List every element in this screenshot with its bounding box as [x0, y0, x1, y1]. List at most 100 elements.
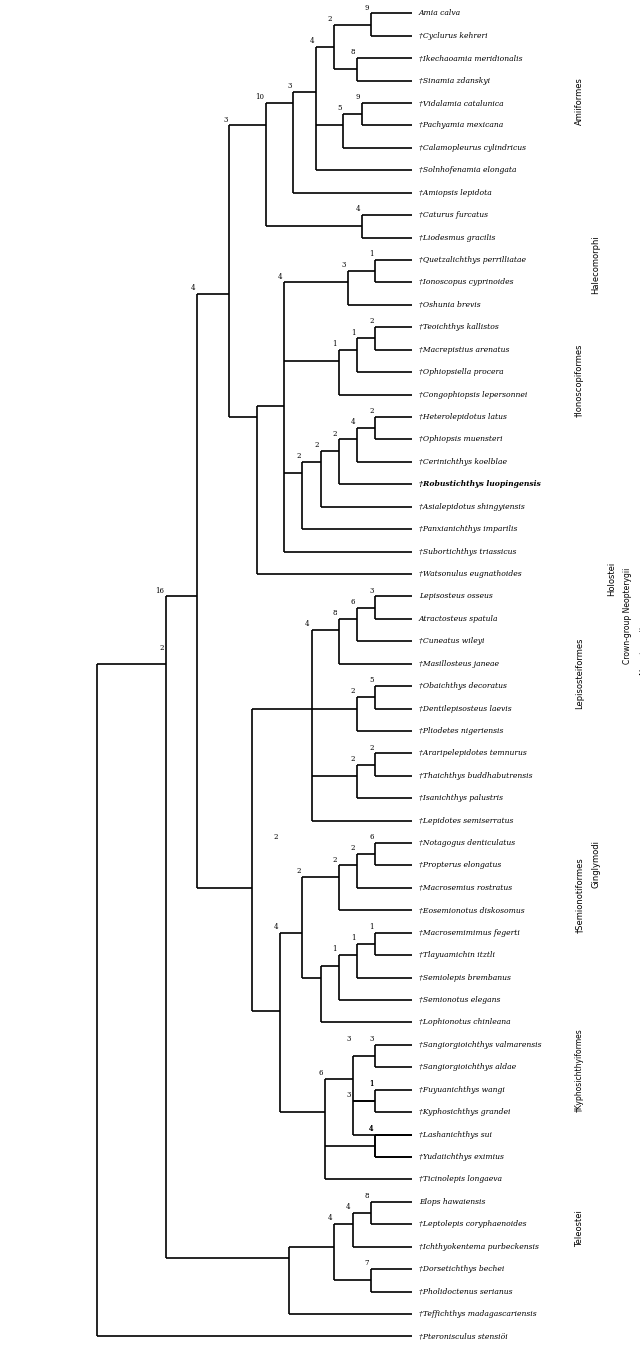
Text: 2: 2: [351, 844, 355, 853]
Text: †Caturus furcatus: †Caturus furcatus: [419, 212, 488, 219]
Text: 2: 2: [369, 407, 374, 415]
Text: 3: 3: [287, 82, 291, 90]
Text: 2: 2: [314, 441, 319, 449]
Text: †Vidalamia catalunica: †Vidalamia catalunica: [419, 98, 503, 107]
Text: †Ikechaoamia meridionalis: †Ikechaoamia meridionalis: [419, 54, 522, 62]
Text: †Watsonulus eugnathoides: †Watsonulus eugnathoides: [419, 569, 522, 577]
Text: 1: 1: [369, 1081, 374, 1087]
Text: 6: 6: [319, 1068, 323, 1077]
Text: 9: 9: [364, 4, 369, 12]
Text: †Fuyuanichthys wangi: †Fuyuanichthys wangi: [419, 1086, 504, 1094]
Text: †Macrosemius rostratus: †Macrosemius rostratus: [419, 884, 512, 892]
Text: †Masillosteus janeae: †Masillosteus janeae: [419, 660, 499, 668]
Text: †Propterus elongatus: †Propterus elongatus: [419, 862, 501, 870]
Text: 2: 2: [333, 429, 337, 437]
Text: †Yudaiichthys eximius: †Yudaiichthys eximius: [419, 1153, 504, 1161]
Text: 3: 3: [369, 587, 374, 595]
Text: 4: 4: [273, 923, 278, 931]
Text: †Ophiopsiella procera: †Ophiopsiella procera: [419, 368, 503, 376]
Text: 1: 1: [333, 946, 337, 954]
Text: †Pliodetes nigeriensis: †Pliodetes nigeriensis: [419, 727, 503, 735]
Text: †Pachyamia mexicana: †Pachyamia mexicana: [419, 121, 503, 130]
Text: 5: 5: [337, 104, 342, 112]
Text: Amia calva: Amia calva: [419, 9, 461, 18]
Text: 5: 5: [369, 676, 374, 684]
Text: Holostei: Holostei: [607, 563, 616, 596]
Text: 4: 4: [351, 418, 355, 426]
Text: †Leptolepis coryphaenoides: †Leptolepis coryphaenoides: [419, 1221, 526, 1229]
Text: †Teffichthys madagascariensis: †Teffichthys madagascariensis: [419, 1310, 536, 1318]
Text: †Subortichthys triassicus: †Subortichthys triassicus: [419, 548, 516, 556]
Text: †Isanichthys palustris: †Isanichthys palustris: [419, 795, 502, 803]
Text: †Cyclurus kehreri: †Cyclurus kehreri: [419, 32, 487, 39]
Text: †Quetzalichthys perrilliatae: †Quetzalichthys perrilliatae: [419, 256, 525, 264]
Text: †Solnhofenamia elongata: †Solnhofenamia elongata: [419, 166, 516, 174]
Text: 3: 3: [346, 1035, 351, 1043]
Text: †Dentilepisosteus laevis: †Dentilepisosteus laevis: [419, 704, 511, 712]
Text: †Kyphosichthyiformes: †Kyphosichthyiformes: [575, 1028, 584, 1112]
Text: †Liodesmus gracilis: †Liodesmus gracilis: [419, 233, 495, 241]
Text: 8: 8: [333, 608, 337, 616]
Text: 4: 4: [305, 621, 310, 629]
Text: 3: 3: [342, 262, 346, 270]
Text: 9: 9: [355, 93, 360, 101]
Text: †Robustichthys luopingensis: †Robustichthys luopingensis: [419, 480, 540, 488]
Text: 2: 2: [369, 317, 374, 325]
Text: Lepisosteiformes: Lepisosteiformes: [575, 637, 584, 708]
Text: Halecomorphi: Halecomorphi: [591, 235, 600, 294]
Text: 2: 2: [333, 855, 337, 863]
Text: 8: 8: [364, 1193, 369, 1201]
Text: 4: 4: [278, 272, 282, 281]
Text: †Teoichthys kallistos: †Teoichthys kallistos: [419, 324, 499, 332]
Text: †Tlayuamichin itztli: †Tlayuamichin itztli: [419, 951, 495, 959]
Text: †Macrepistius arenatus: †Macrepistius arenatus: [419, 345, 509, 353]
Text: †Semionotiformes: †Semionotiformes: [575, 857, 584, 932]
Text: Crown-group Neopterygii: Crown-group Neopterygii: [623, 568, 632, 664]
Text: †Thaichthys buddhabutrensis: †Thaichthys buddhabutrensis: [419, 772, 532, 780]
Text: †Notagogus denticulatus: †Notagogus denticulatus: [419, 839, 515, 847]
Text: 7: 7: [364, 1260, 369, 1267]
Text: 2: 2: [273, 834, 278, 842]
Text: 3: 3: [369, 1035, 374, 1043]
Text: †Lashanichthys sui: †Lashanichthys sui: [419, 1130, 492, 1139]
Text: 1: 1: [369, 923, 374, 931]
Text: †Semiolepis brembanus: †Semiolepis brembanus: [419, 974, 511, 982]
Text: 4: 4: [328, 1214, 333, 1222]
Text: 16: 16: [155, 587, 164, 595]
Text: Neopterygii: Neopterygii: [639, 626, 640, 674]
Text: †Obaichthys decoratus: †Obaichthys decoratus: [419, 683, 506, 691]
Text: Teleostei: Teleostei: [575, 1210, 584, 1246]
Text: 10: 10: [255, 93, 264, 101]
Text: †Eosemionotus diskosomus: †Eosemionotus diskosomus: [419, 907, 524, 915]
Text: †Lophionotus chinleana: †Lophionotus chinleana: [419, 1018, 510, 1027]
Text: Atractosteus spatula: Atractosteus spatula: [419, 615, 498, 623]
Text: †Lepidotes semiserratus: †Lepidotes semiserratus: [419, 816, 513, 824]
Text: †Sangiorgioichthys aldae: †Sangiorgioichthys aldae: [419, 1063, 516, 1071]
Text: Lepisosteus osseus: Lepisosteus osseus: [419, 592, 492, 600]
Text: †Congophiopsis lepersonnei: †Congophiopsis lepersonnei: [419, 391, 527, 398]
Text: †Pteronisculus stensiöi: †Pteronisculus stensiöi: [419, 1333, 508, 1341]
Text: †Oshunia brevis: †Oshunia brevis: [419, 301, 480, 309]
Text: †Araripelepidotes temnurus: †Araripelepidotes temnurus: [419, 749, 527, 757]
Text: 4: 4: [369, 1125, 374, 1133]
Text: †Dorsetichthys bechei: †Dorsetichthys bechei: [419, 1265, 504, 1273]
Text: †Macrosemimimus fegerti: †Macrosemimimus fegerti: [419, 928, 520, 936]
Text: †Sinamia zdanskyi: †Sinamia zdanskyi: [419, 77, 490, 85]
Text: 3: 3: [223, 116, 228, 124]
Text: †Cerinichthys koelblae: †Cerinichthys koelblae: [419, 457, 507, 465]
Text: 1: 1: [369, 1081, 374, 1087]
Text: 3: 3: [346, 1091, 351, 1099]
Text: 2: 2: [351, 688, 355, 696]
Text: 4: 4: [355, 205, 360, 213]
Text: 1: 1: [369, 250, 374, 258]
Text: 4: 4: [310, 38, 314, 45]
Text: 1: 1: [351, 934, 355, 942]
Text: †Asialepidotus shingyiensis: †Asialepidotus shingyiensis: [419, 503, 524, 511]
Text: †Heterolepidotus latus: †Heterolepidotus latus: [419, 413, 506, 421]
Text: 4: 4: [346, 1203, 351, 1211]
Text: †Ichthyokentema purbeckensis: †Ichthyokentema purbeckensis: [419, 1242, 538, 1251]
Text: †Calamopleurus cylindricus: †Calamopleurus cylindricus: [419, 144, 525, 152]
Text: 2: 2: [369, 743, 374, 751]
Text: 2: 2: [159, 645, 164, 653]
Text: †Ionoscopiformes: †Ionoscopiformes: [575, 344, 584, 417]
